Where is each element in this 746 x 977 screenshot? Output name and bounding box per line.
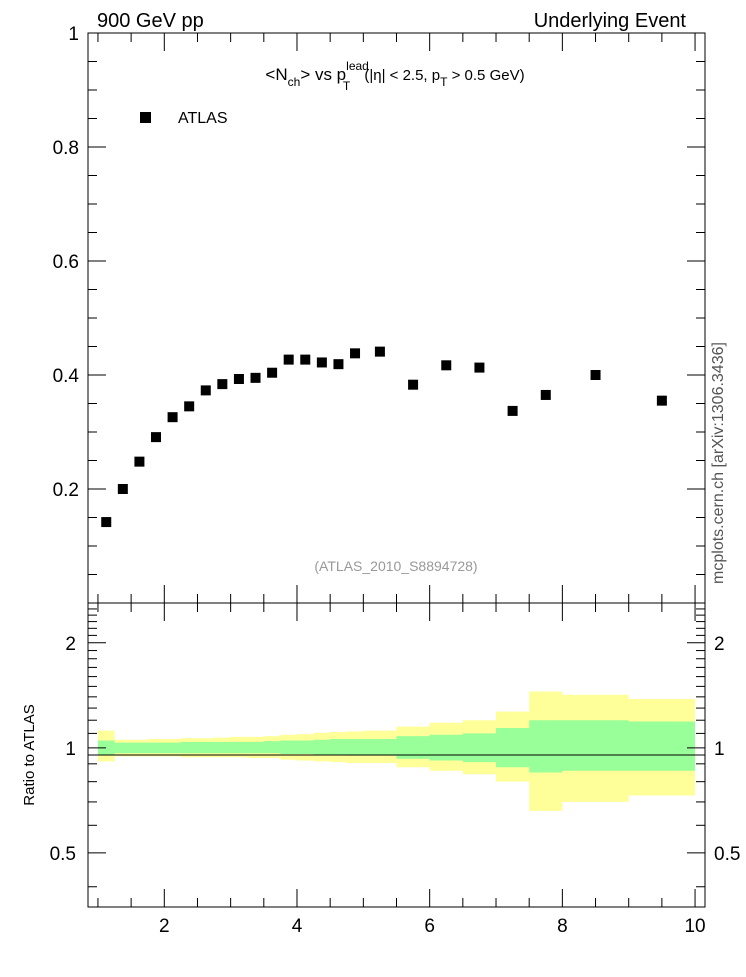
y-tick-label: 0.6 (53, 252, 79, 273)
ratio-panel-axes: 2 4 6 8 10 0.5 0.5 1 1 2 2 (50, 603, 740, 937)
ratio-panel-frame (87, 602, 706, 908)
data-point (316, 357, 327, 368)
plot-title: <Nch> vs plead T (|η| < 2.5, pT > 0.5 GeV… (265, 59, 524, 93)
legend-marker (140, 112, 151, 123)
data-point (184, 401, 195, 412)
data-point (590, 370, 601, 380)
ratio-y-tick-label: 2 (65, 634, 76, 655)
data-point (283, 354, 294, 365)
side-watermark: mcplots.cern.ch [arXiv:1306.3436] (710, 342, 727, 584)
data-point (134, 456, 145, 467)
data-point (117, 484, 128, 494)
analysis-label: (ATLAS_2010_S8894728) (314, 558, 477, 574)
ratio-y-tick-label-right: 2 (714, 634, 725, 655)
data-point (151, 432, 162, 443)
ratio-y-tick-label: 0.5 (50, 844, 76, 865)
main-panel-data (101, 346, 667, 528)
data-point (507, 405, 518, 416)
data-point (233, 373, 244, 384)
header-left: 900 GeV pp (97, 10, 204, 32)
main-panel-axes: 0.2 0.4 0.6 0.8 1 (53, 24, 705, 604)
legend-label: ATLAS (178, 110, 228, 127)
data-point (300, 354, 311, 365)
data-point (656, 395, 667, 406)
data-point (267, 367, 278, 378)
data-point (101, 517, 112, 528)
uncertainty-band-inner (97, 720, 696, 773)
ratio-y-tick-label: 1 (65, 739, 76, 760)
data-point (408, 379, 419, 390)
x-tick-label: 6 (424, 916, 435, 937)
ratio-bands (97, 691, 696, 811)
data-point (350, 348, 361, 359)
x-tick-label: 4 (292, 916, 303, 937)
ratio-y-tick-label-right: 1 (714, 739, 725, 760)
header-right: Underlying Event (534, 10, 687, 32)
data-point (250, 372, 261, 383)
data-point (167, 412, 178, 423)
y-tick-label: 0.4 (53, 366, 80, 387)
data-point (474, 362, 485, 373)
data-point (374, 346, 385, 357)
data-point (540, 389, 551, 400)
y-tick-label: 0.2 (53, 480, 79, 501)
x-tick-label: 2 (159, 916, 170, 937)
data-point (200, 385, 211, 396)
ratio-y-tick-label-right: 0.5 (714, 844, 740, 865)
x-tick-label: 10 (684, 916, 705, 937)
x-tick-label: 8 (557, 916, 568, 937)
y-tick-label: 1 (68, 24, 79, 45)
data-point (333, 359, 344, 370)
data-point (441, 360, 452, 371)
data-point (217, 379, 228, 390)
y-tick-label: 0.8 (53, 138, 79, 159)
ratio-ylabel: Ratio to ATLAS (21, 704, 38, 805)
